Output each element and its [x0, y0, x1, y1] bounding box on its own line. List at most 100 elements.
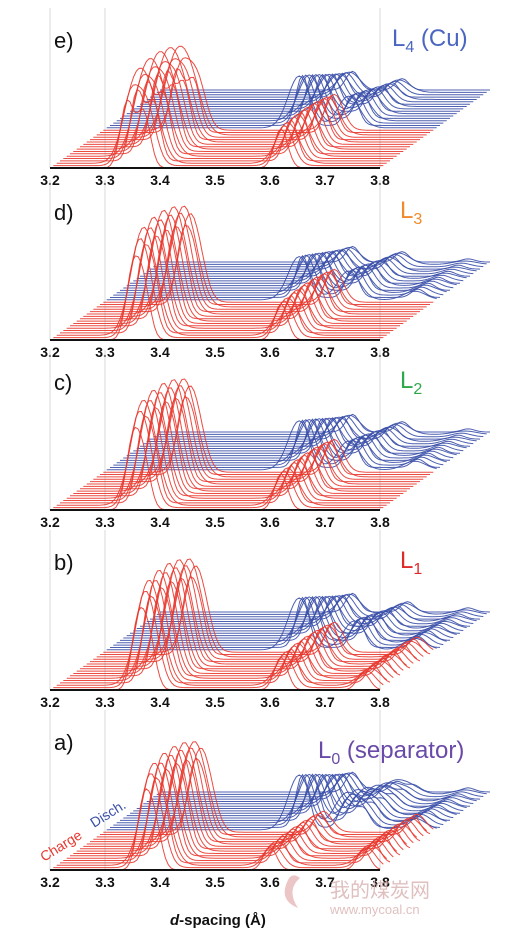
charge-trace — [93, 385, 424, 480]
x-tick-label: 3.7 — [315, 694, 335, 710]
discharge-trace — [133, 73, 464, 110]
charge-trace — [66, 752, 398, 859]
watermark: 我的煤炭网 www.mycoal.cn — [284, 875, 430, 917]
discharge-trace — [146, 73, 477, 100]
charge-trace — [86, 206, 417, 315]
discharge-trace — [116, 254, 447, 294]
x-tick-label: 3.7 — [315, 172, 335, 188]
charge-trace — [53, 84, 384, 167]
panel-tag: L0 (separator) — [318, 737, 464, 768]
discharge-trace — [123, 418, 454, 459]
charge-trace — [83, 387, 414, 487]
panel: 3.2 3.3 3.4 3.5 3.6 3.7 3.8d) L3 — [40, 180, 490, 360]
charge-trace — [96, 205, 427, 308]
x-tick-label: 3.8 — [370, 694, 390, 710]
discharge-trace — [123, 252, 454, 289]
discharge-trace — [116, 596, 447, 644]
discharge-trace — [120, 418, 450, 461]
x-tick-label: 3.3 — [95, 874, 115, 890]
charge-trace — [60, 88, 390, 162]
discharge-trace — [130, 251, 460, 284]
charge-trace — [73, 754, 404, 854]
panel-letter: d) — [54, 200, 74, 225]
x-tick-label: 3.5 — [205, 344, 225, 360]
charge-trace — [70, 80, 400, 155]
x-tick-label: 3.6 — [260, 874, 280, 890]
discharge-trace — [153, 415, 484, 438]
charge-trace — [103, 747, 434, 833]
charge-trace — [80, 74, 410, 148]
panel-tag-suffix: (Cu) — [414, 25, 467, 52]
charge-trace — [56, 67, 387, 164]
panel-tag-sub: 0 — [331, 751, 340, 768]
discharge-trace — [156, 246, 487, 265]
x-tick-label: 3.7 — [315, 344, 335, 360]
x-tick-label: 3.7 — [315, 874, 335, 890]
panel-letter: c) — [54, 370, 72, 395]
charge-trace — [103, 385, 434, 473]
charge-trace — [53, 410, 384, 509]
discharge-trace — [110, 419, 441, 468]
panel-tag-main: L — [400, 547, 413, 574]
charge-trace — [73, 219, 404, 324]
discharge-trace — [133, 773, 464, 812]
x-tick-label: 3.4 — [150, 514, 170, 530]
charge-trace — [80, 762, 411, 850]
panels-layer: 3.2 3.3 3.4 3.5 3.6 3.7 3.8e) L4 (Cu)3.2 3.3 3.4 3… — [37, 8, 491, 890]
panel: 3.2 3.3 3.4 3.5 3.6 3.7 3.8e) L4 (Cu) — [40, 8, 490, 188]
discharge-trace — [106, 255, 437, 301]
charge-trace — [103, 57, 434, 131]
panel-tag: L1 — [400, 547, 422, 578]
discharge-trace — [130, 73, 460, 112]
discharge-trace — [146, 595, 477, 622]
charge-trace — [83, 60, 414, 145]
panel-letter: b) — [54, 550, 74, 575]
panel-tag: L3 — [400, 197, 422, 228]
discharge-trace — [120, 73, 450, 119]
panel-letter: e) — [54, 28, 74, 53]
x-tick-label: 3.5 — [205, 874, 225, 890]
discharge-trace — [113, 596, 444, 646]
panel-letter: a) — [54, 730, 74, 755]
x-tick-label: 3.6 — [260, 172, 280, 188]
discharge-trace — [113, 254, 444, 296]
discharge-trace — [136, 251, 467, 279]
charge-trace — [63, 227, 394, 331]
x-tick-label: 3.2 — [40, 694, 60, 710]
charge-trace — [96, 45, 427, 136]
discharge-trace — [130, 773, 460, 814]
charge-trace — [103, 213, 434, 303]
x-tick-label: 3.5 — [205, 514, 225, 530]
discharge-trace — [110, 254, 441, 298]
discharge-trace — [120, 773, 451, 821]
charge-trace — [60, 777, 391, 864]
discharge-trace — [113, 419, 444, 466]
x-axis-label-italic: d — [170, 912, 180, 929]
charge-trace — [66, 216, 397, 329]
panel-tag-sub: 3 — [413, 211, 422, 228]
charge-trace — [93, 58, 424, 138]
charge-trace — [63, 73, 394, 159]
discharge-trace — [110, 74, 440, 126]
charge-trace — [63, 400, 394, 501]
panel-tag-sub: 1 — [413, 561, 422, 578]
x-tick-label: 3.8 — [370, 514, 390, 530]
charge-side-label: Charge — [37, 827, 85, 865]
charge-trace — [86, 47, 417, 143]
charge-trace — [63, 762, 394, 861]
charge-trace — [50, 99, 380, 169]
x-tick-label: 3.6 — [260, 694, 280, 710]
discharge-trace — [120, 253, 450, 291]
panel: 3.2 3.3 3.4 3.5 3.6 3.7 3.8 b) L1 — [40, 530, 491, 710]
discharge-trace — [116, 418, 447, 464]
charge-trace — [76, 382, 407, 492]
charge-trace — [90, 758, 421, 843]
charge-trace — [73, 392, 404, 494]
charge-trace — [103, 565, 434, 653]
x-tick-label: 3.3 — [95, 694, 115, 710]
charge-trace — [56, 762, 388, 866]
charge-trace — [66, 389, 397, 499]
charge-trace — [53, 773, 384, 869]
panel-tag-main: L — [400, 197, 413, 224]
